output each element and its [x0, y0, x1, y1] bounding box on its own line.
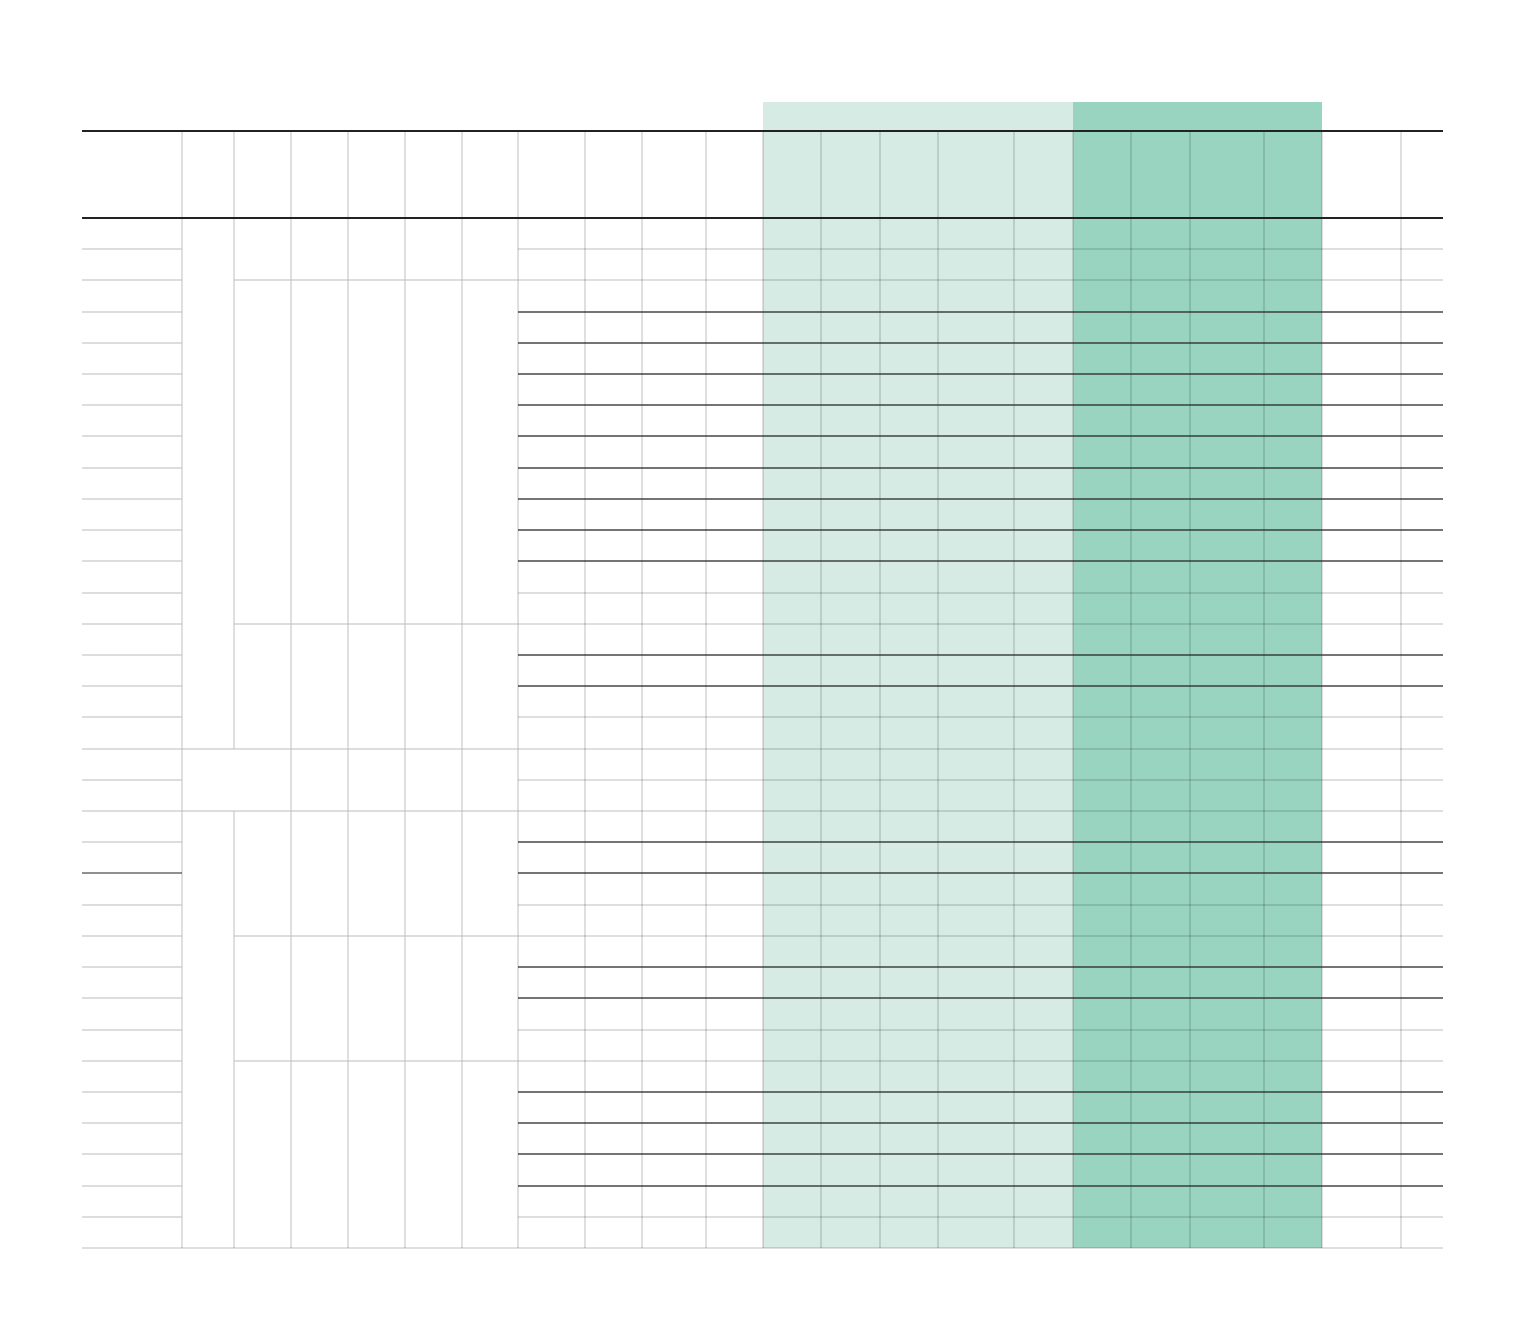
highlight-band-dark	[1073, 102, 1322, 1248]
highlight-band-light	[763, 102, 1073, 1248]
